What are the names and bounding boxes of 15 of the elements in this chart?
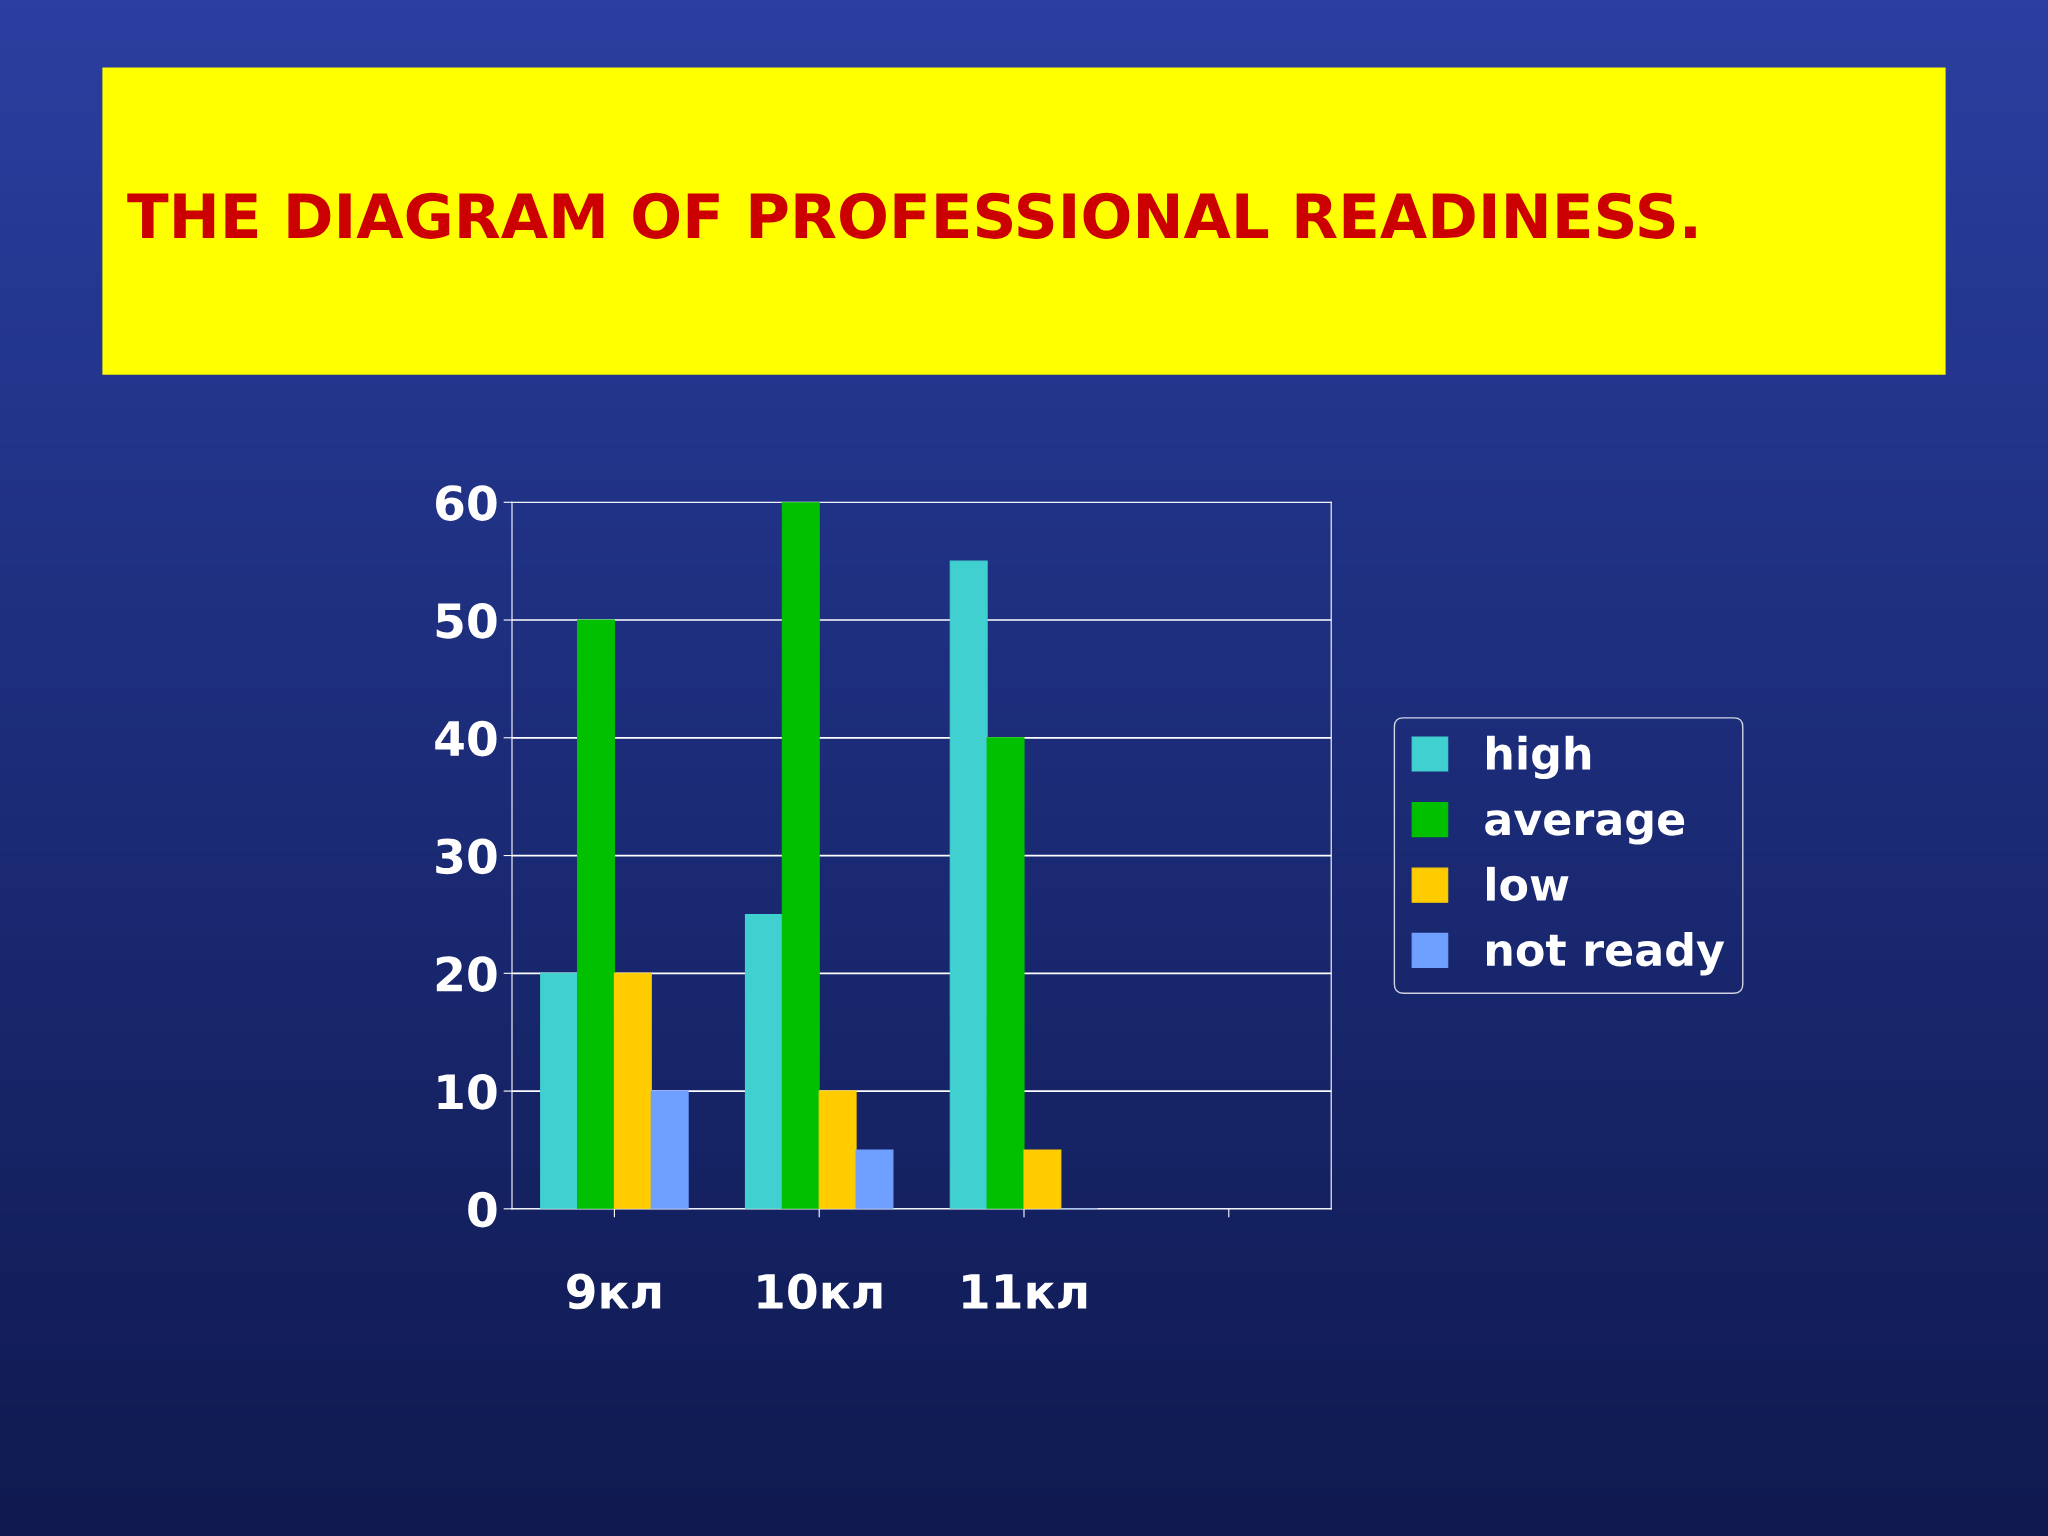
y-tick-label: 60 [436,485,497,521]
y-tick-label: 40 [435,720,497,757]
y-tick-label: 50 [436,602,497,639]
y-tick-label: 30 [436,838,497,875]
chart-title: THE DIAGRAM OF PROFESSIONAL READINESS. [127,192,1696,239]
legend-label: high [1487,735,1591,780]
x-tick-label: 9кл [567,1273,661,1310]
legend-label: average [1485,810,1685,845]
x-tick-label: 11кл [963,1274,1087,1309]
x-tick-label: 10кл [758,1273,882,1310]
y-tick-label: 0 [468,1191,497,1228]
legend-label: low [1487,866,1569,902]
y-tick-label: 20 [436,956,497,992]
y-tick-label: 10 [438,1073,497,1110]
legend-label: not ready [1487,932,1725,976]
